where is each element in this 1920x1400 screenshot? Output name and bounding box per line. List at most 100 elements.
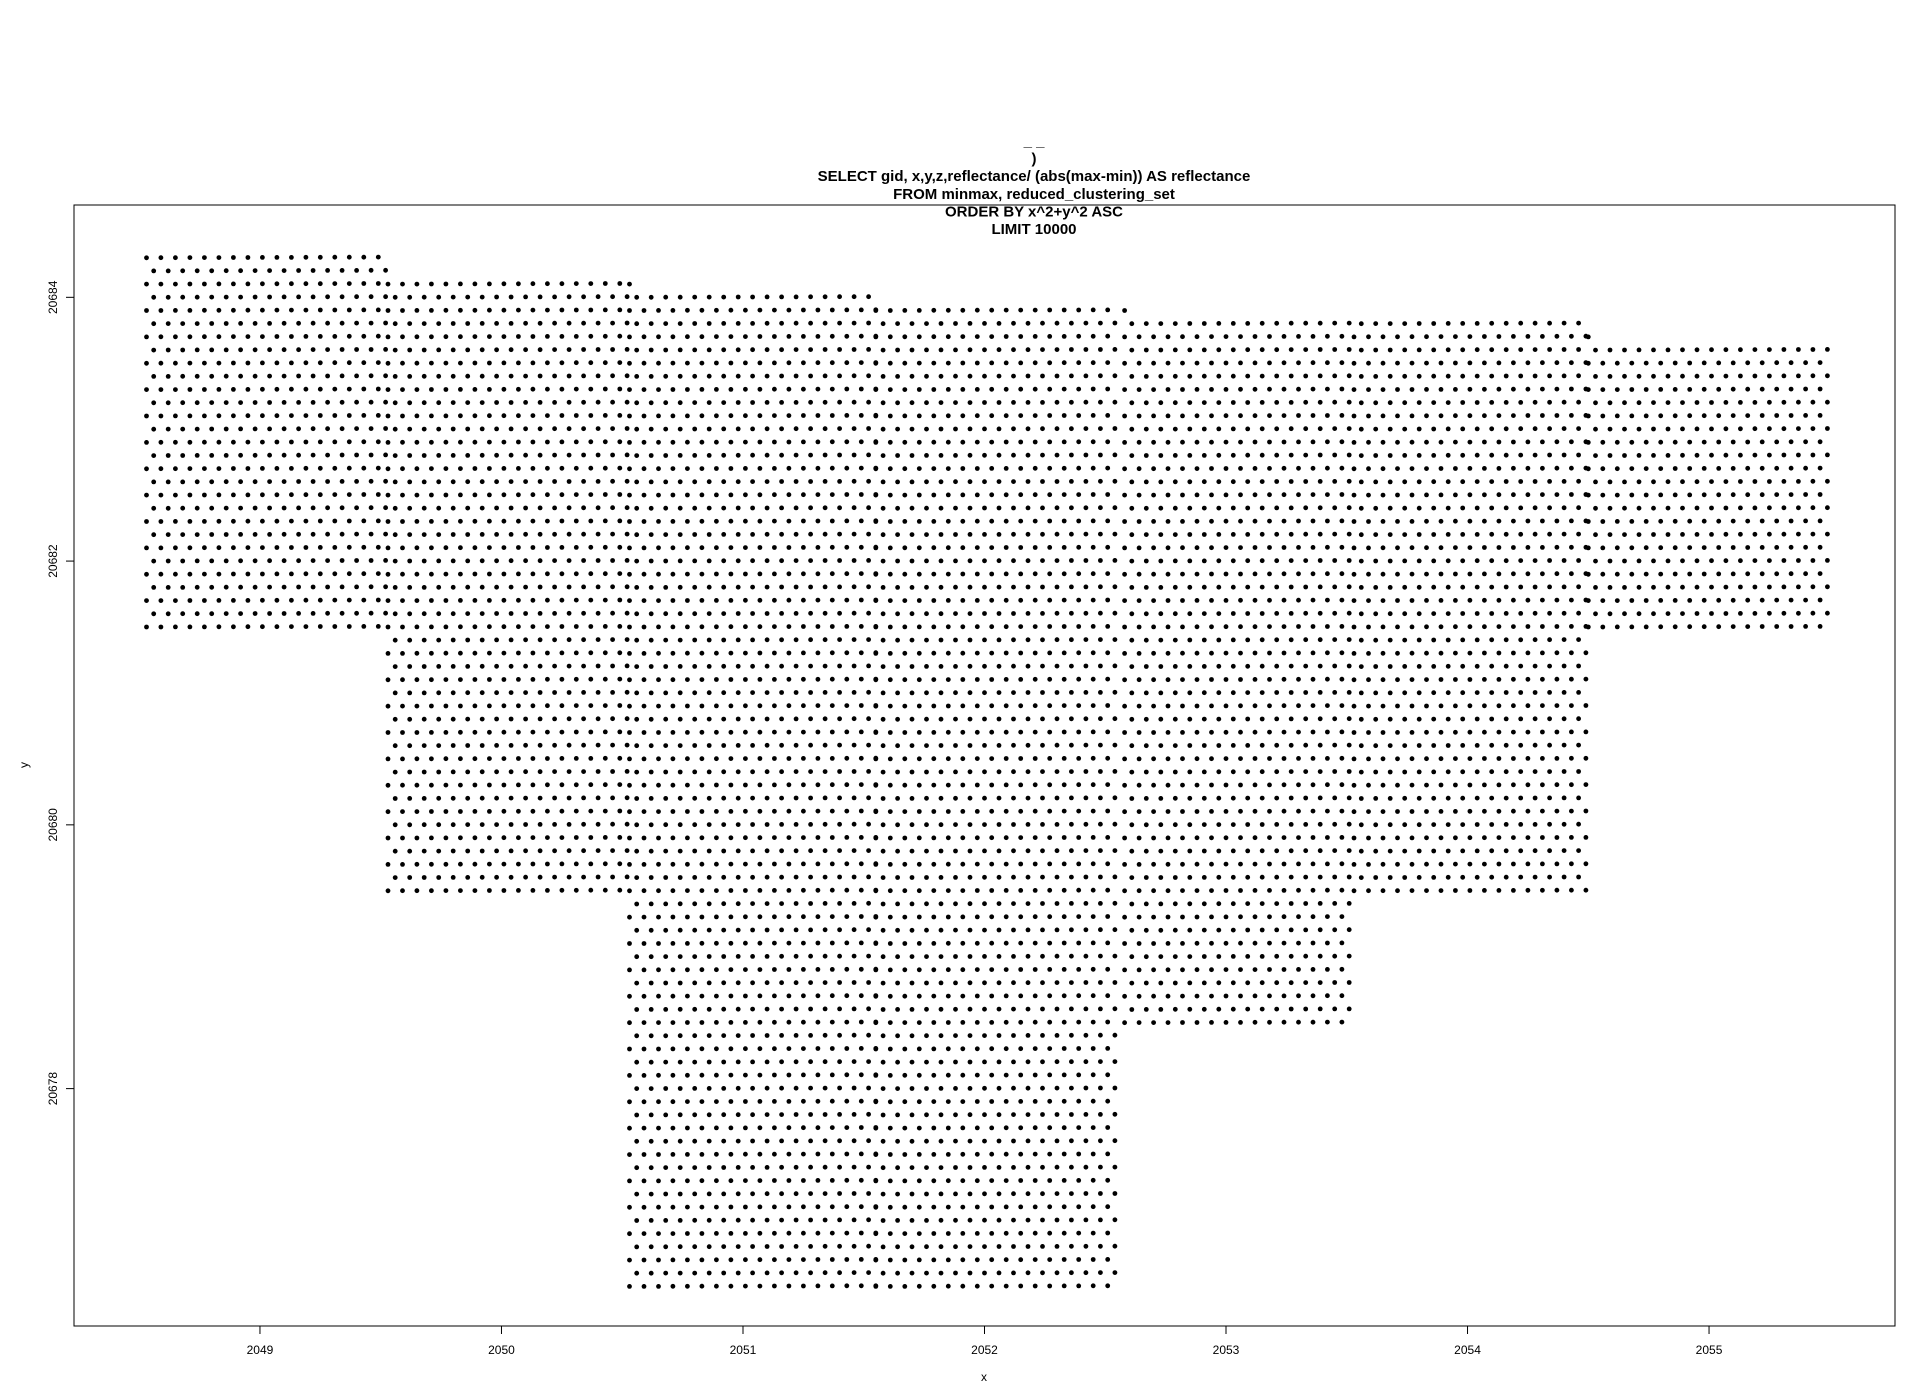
data-point [1165,967,1171,973]
data-point [887,677,893,683]
data-point [1194,571,1200,577]
data-point [714,1151,719,1157]
data-point [1310,782,1316,788]
data-point [1069,347,1074,352]
data-point [909,637,915,643]
data-point [602,597,608,603]
data-point [1143,321,1149,326]
data-point [880,1007,886,1012]
data-point [808,980,813,985]
data-point [1090,966,1096,972]
data-point [617,439,623,445]
data-point [472,624,478,630]
data-point [465,321,471,326]
data-point [764,347,770,353]
data-point [581,294,586,300]
data-point [1032,1257,1038,1262]
data-point [953,980,958,986]
data-point [223,294,229,300]
data-point [692,1191,698,1197]
data-point [822,373,828,379]
data-point [1003,782,1009,788]
data-point [728,1099,734,1104]
data-point [458,466,463,471]
data-point [938,373,944,379]
data-point [641,1284,647,1289]
data-point [1303,399,1309,405]
data-point [793,769,799,774]
data-point [1332,479,1338,484]
data-point [260,281,265,287]
data-point [1201,954,1207,959]
data-point [1223,466,1229,471]
data-point [735,505,741,511]
data-point [924,400,929,406]
data-point [866,294,871,300]
data-point [685,1178,690,1184]
data-point [648,294,654,300]
data-point [779,1085,784,1091]
data-point [1025,1217,1031,1223]
data-point [1098,848,1103,853]
data-point [663,1007,669,1012]
data-point [764,690,770,695]
data-point [1252,808,1258,814]
data-point [281,400,287,405]
data-point [602,465,608,471]
data-point [581,320,586,326]
data-point [989,1099,995,1104]
data-point [494,373,499,379]
data-point [670,888,676,894]
data-point [559,413,565,418]
data-point [974,1204,980,1210]
data-point [223,479,229,485]
data-point [808,927,813,933]
data-point [779,1033,784,1038]
data-point [924,479,929,485]
data-point [346,544,352,550]
data-point [566,637,572,643]
data-point [472,782,478,788]
data-point [238,505,244,511]
data-point [967,1217,973,1223]
data-point [1129,479,1135,485]
data-point [566,716,572,722]
data-point [209,321,215,326]
data-point [1209,756,1214,762]
data-point [245,334,251,339]
data-point [728,1151,734,1157]
data-point [1151,360,1156,366]
data-point [421,373,427,379]
data-point [494,848,499,854]
data-point [1098,663,1103,669]
data-point [1032,650,1038,656]
data-point [656,1231,661,1236]
data-point [465,453,471,458]
data-point [706,1059,712,1065]
data-point [641,1046,647,1052]
data-point [757,808,763,814]
data-point [180,585,186,590]
data-point [216,545,222,551]
data-point [375,465,381,471]
data-point [450,848,456,854]
data-point [216,413,222,419]
data-point [677,479,683,485]
data-point [458,334,463,340]
data-point [624,294,630,300]
data-point [1303,874,1309,880]
data-point [938,980,944,986]
data-point [967,479,973,485]
data-point [1288,690,1294,695]
data-point [1122,387,1127,392]
data-point [829,1072,835,1078]
data-point [436,664,442,669]
data-point [880,1191,886,1197]
data-point [354,531,359,537]
data-point [786,334,792,339]
data-point [634,1138,640,1144]
data-point [945,360,951,366]
data-point [1259,742,1265,748]
data-point [873,308,879,313]
data-point [450,637,456,643]
